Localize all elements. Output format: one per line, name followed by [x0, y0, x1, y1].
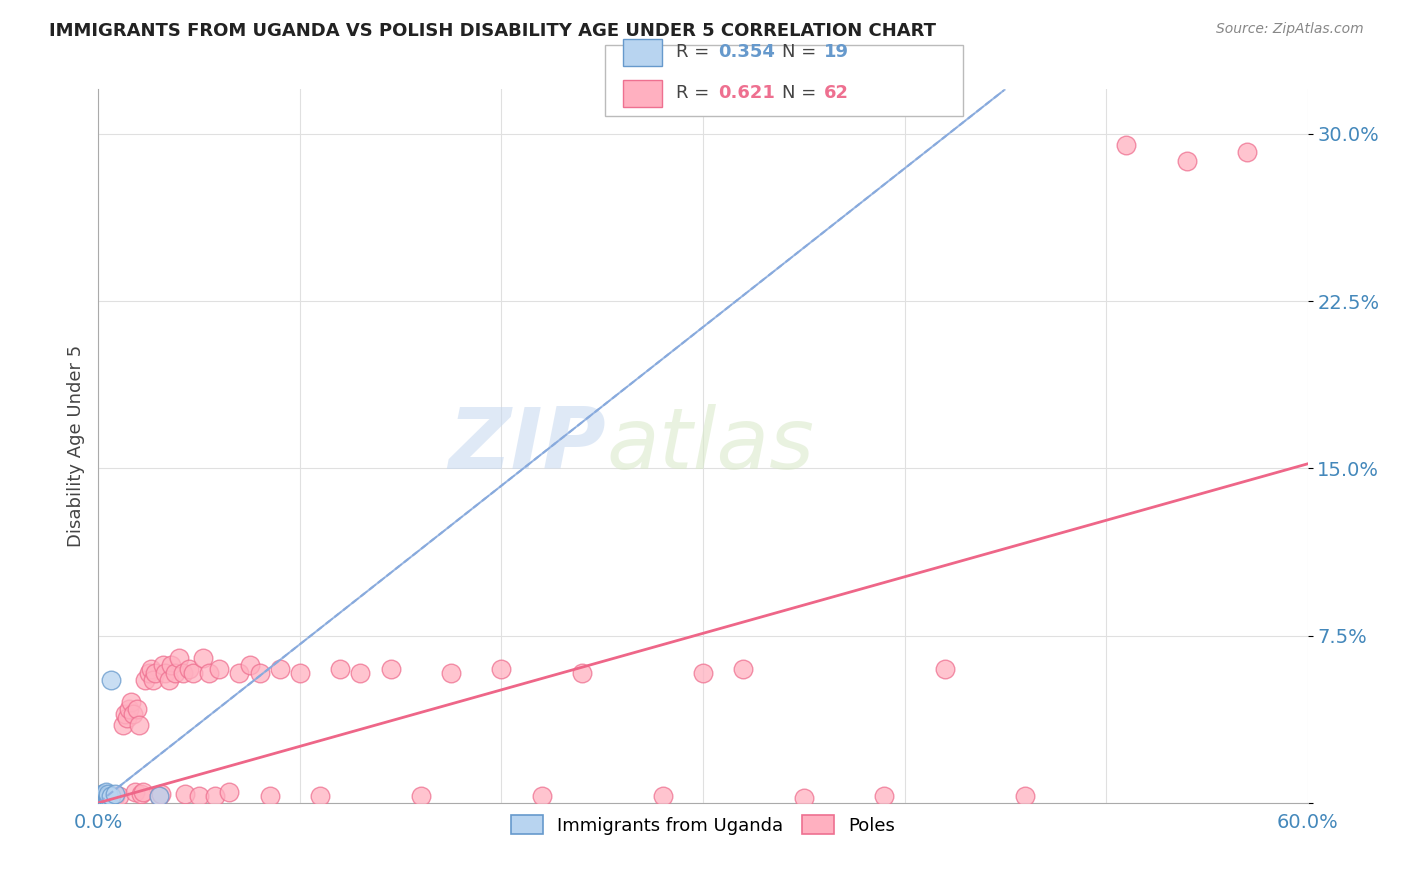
Point [167, 651, 190, 665]
Point [934, 662, 956, 676]
Point [188, 789, 211, 804]
Point [114, 706, 136, 721]
Point [96, 789, 118, 804]
Text: Source: ZipAtlas.com: Source: ZipAtlas.com [1216, 22, 1364, 37]
Text: R =: R = [676, 84, 710, 102]
Point [218, 785, 240, 799]
Text: IMMIGRANTS FROM UGANDA VS POLISH DISABILITY AGE UNDER 5 CORRELATION CHART: IMMIGRANTS FROM UGANDA VS POLISH DISABIL… [49, 22, 936, 40]
Point [309, 789, 332, 804]
Y-axis label: Disability Age Under 5: Disability Age Under 5 [66, 345, 84, 547]
Point [491, 662, 513, 676]
Text: 0.354: 0.354 [718, 43, 775, 61]
Point [124, 785, 146, 799]
Point [288, 666, 311, 681]
Point [143, 666, 166, 681]
Point [100, 789, 122, 804]
Point [1236, 145, 1258, 159]
Point [329, 662, 352, 676]
Point [97, 789, 120, 804]
Point [153, 666, 176, 681]
Point [249, 666, 271, 681]
Point [118, 702, 141, 716]
Point [120, 696, 142, 710]
Point [160, 657, 183, 672]
Text: N =: N = [782, 84, 815, 102]
Text: N =: N = [782, 43, 815, 61]
Point [149, 787, 172, 801]
Point [179, 662, 201, 676]
Point [93, 791, 115, 805]
Point [651, 789, 673, 804]
Point [1175, 153, 1198, 168]
Point [125, 702, 148, 716]
Point [111, 717, 134, 731]
Point [1115, 137, 1137, 152]
Point [157, 673, 180, 687]
Point [239, 657, 262, 672]
Point [259, 789, 281, 804]
Text: atlas: atlas [606, 404, 814, 488]
Point [129, 787, 152, 801]
Point [139, 662, 162, 676]
Point [107, 789, 129, 804]
Point [269, 662, 291, 676]
Point [91, 789, 114, 804]
Point [96, 787, 118, 801]
Point [96, 785, 118, 799]
Point [409, 789, 432, 804]
Point [97, 787, 120, 801]
Point [380, 662, 402, 676]
Text: 62: 62 [824, 84, 849, 102]
Point [89, 791, 111, 805]
Point [115, 711, 138, 725]
Point [204, 789, 226, 804]
Point [152, 657, 174, 672]
Point [228, 666, 250, 681]
Point [174, 787, 197, 801]
Point [1014, 789, 1036, 804]
Text: R =: R = [676, 43, 710, 61]
Point [208, 662, 231, 676]
Point [103, 787, 125, 801]
Point [349, 666, 371, 681]
Legend: Immigrants from Uganda, Poles: Immigrants from Uganda, Poles [502, 806, 904, 844]
Point [89, 789, 111, 804]
Point [181, 666, 204, 681]
Point [128, 717, 150, 731]
Point [93, 789, 115, 804]
Point [121, 706, 143, 721]
Point [733, 662, 755, 676]
Point [873, 789, 896, 804]
Point [93, 787, 115, 801]
Point [132, 785, 155, 799]
Text: ZIP: ZIP [449, 404, 606, 488]
Point [163, 666, 186, 681]
Point [91, 787, 114, 801]
Point [692, 666, 714, 681]
Point [193, 651, 215, 665]
Point [134, 673, 156, 687]
Point [103, 789, 125, 804]
Point [198, 666, 221, 681]
Text: 0.621: 0.621 [718, 84, 775, 102]
Point [142, 673, 165, 687]
Point [96, 791, 118, 805]
Point [97, 791, 120, 805]
Point [172, 666, 194, 681]
Point [530, 789, 553, 804]
Point [440, 666, 463, 681]
Text: 19: 19 [824, 43, 849, 61]
Point [138, 666, 160, 681]
Point [148, 789, 170, 804]
Point [148, 789, 170, 804]
Point [571, 666, 593, 681]
Point [793, 791, 815, 805]
Point [97, 791, 120, 805]
Point [91, 791, 114, 805]
Point [100, 673, 122, 687]
